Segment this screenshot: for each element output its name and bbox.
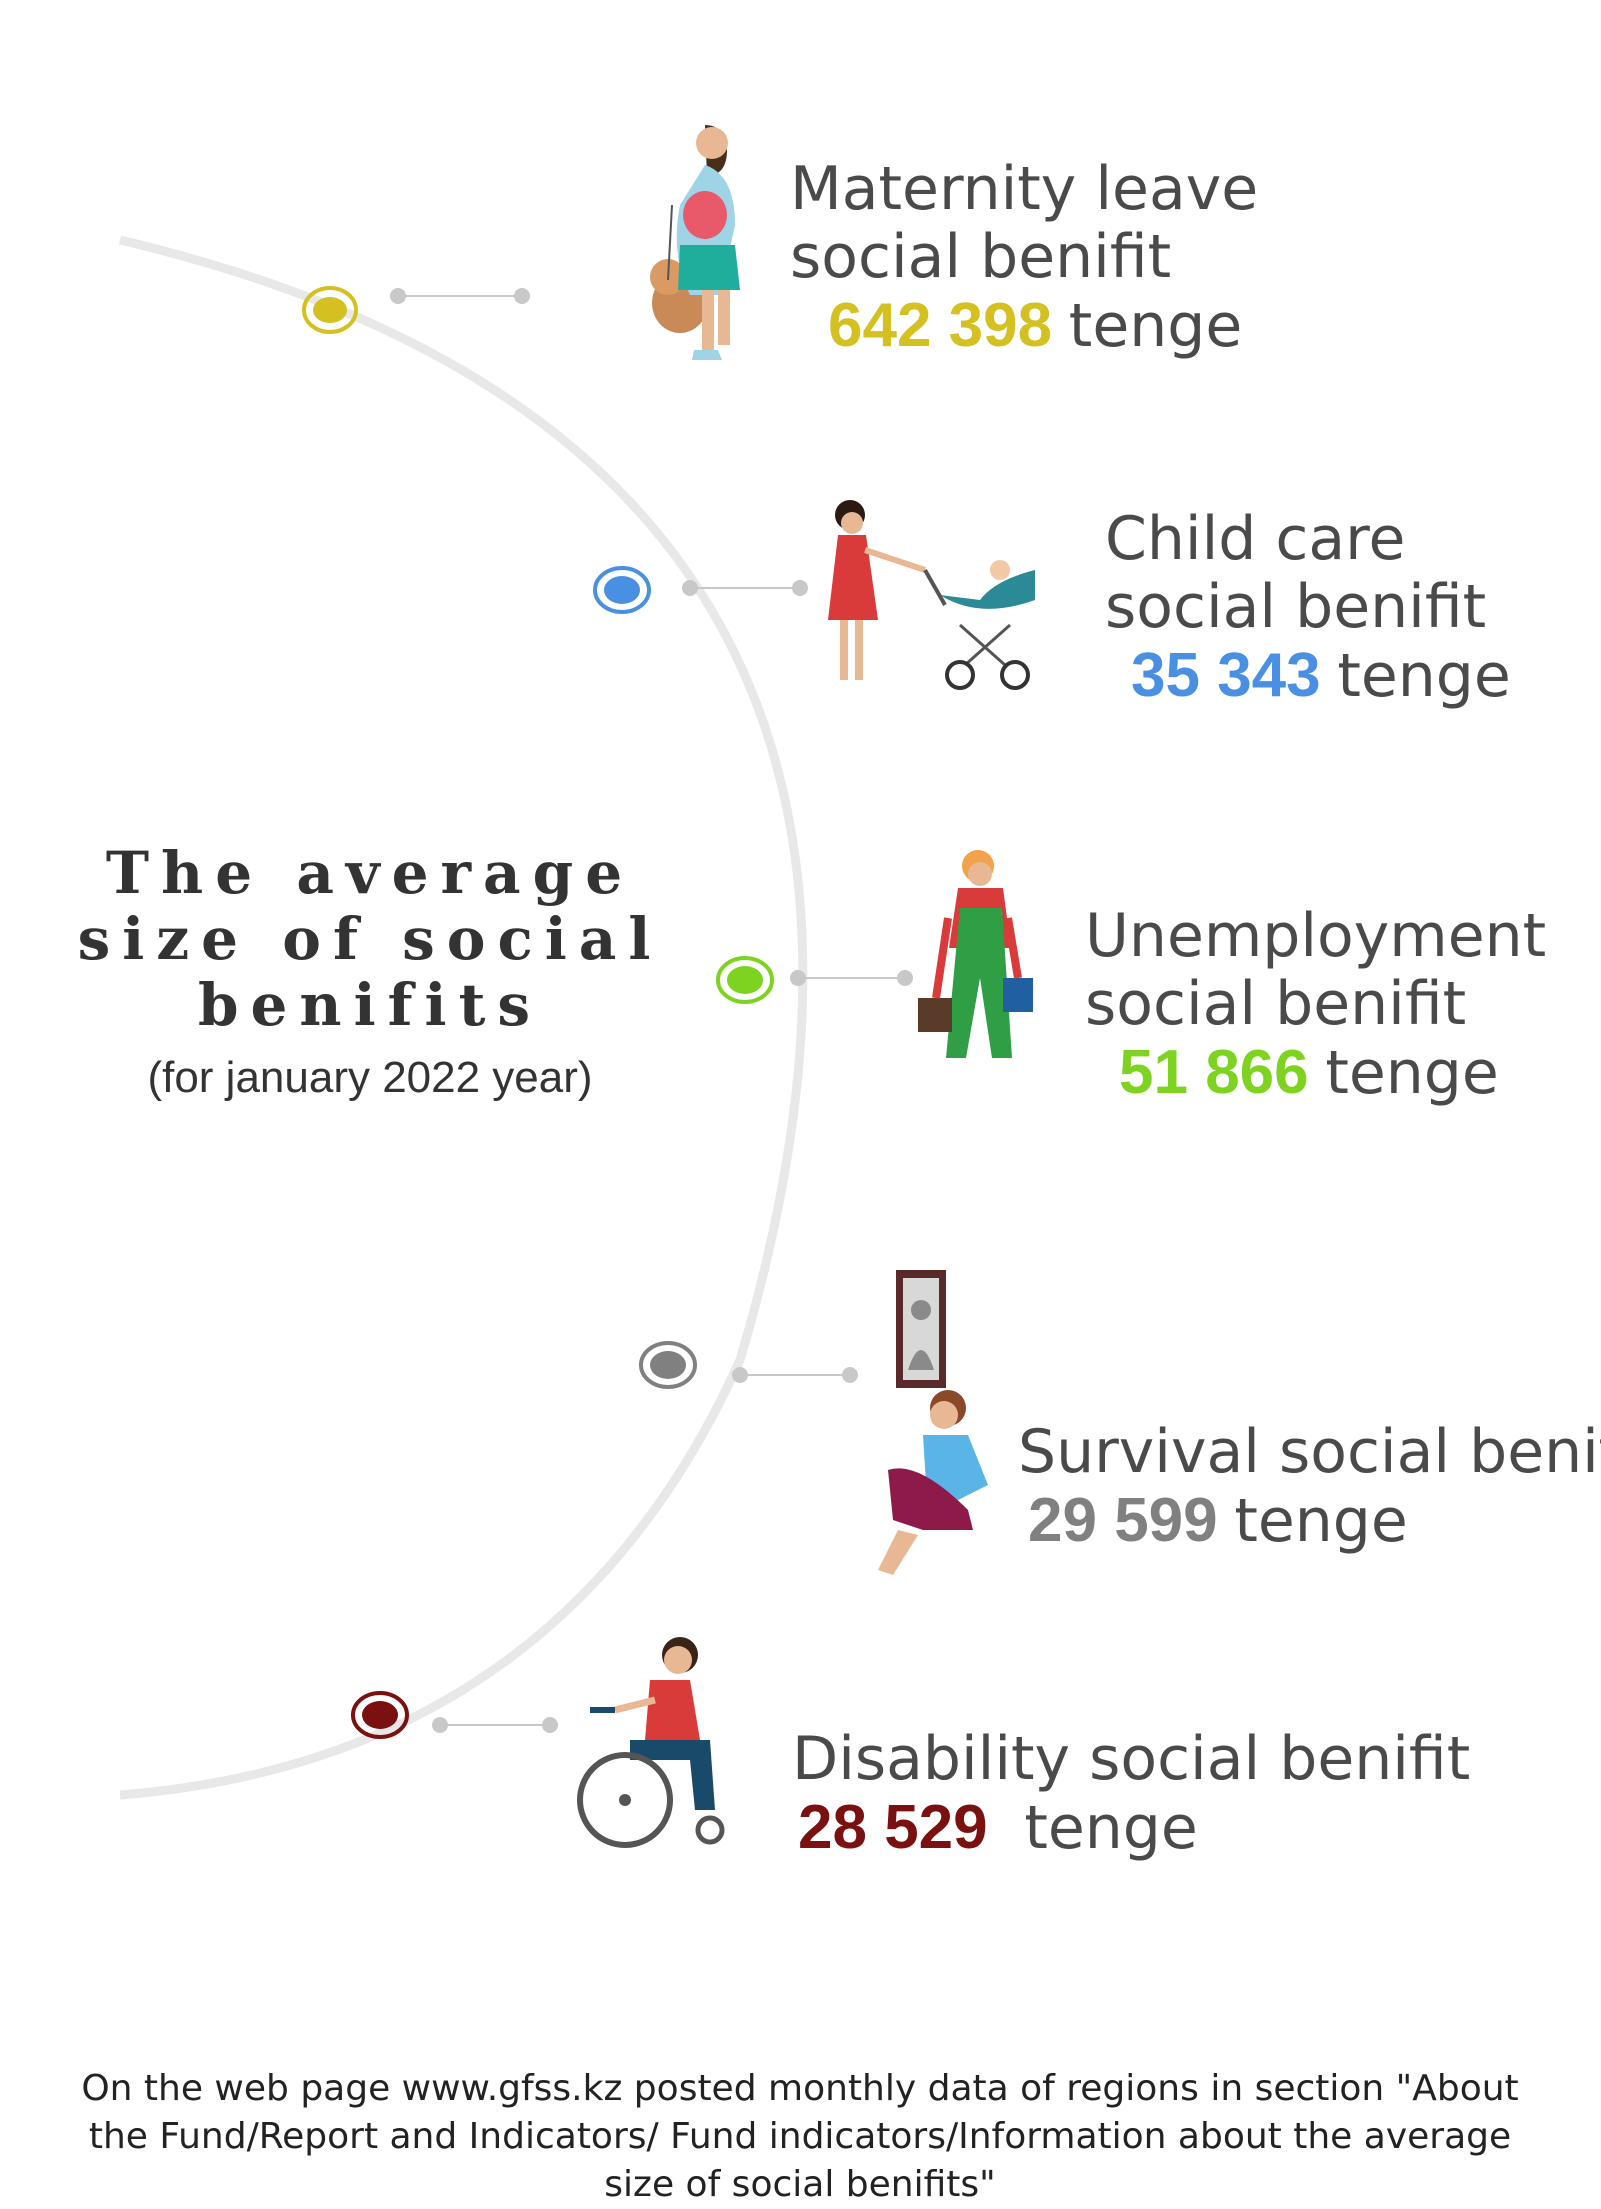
connector-maternity [390, 288, 530, 304]
benefit-label-line: Disability social benifit [792, 1724, 1471, 1794]
marker-unemployment [716, 956, 774, 1004]
benefit-unit: tenge [1068, 291, 1243, 361]
benefit-amount: 35 343 [1131, 641, 1321, 710]
pregnant-woman-with-dog-icon [650, 125, 740, 360]
benefit-child-care: Child care social benifit 35 343 tenge [1105, 505, 1511, 711]
connector-unemployment [790, 970, 913, 986]
title-line-3: benifits [197, 971, 543, 1039]
benefit-label-line: social benifit [1105, 572, 1487, 642]
benefit-amount: 29 599 [1028, 1486, 1218, 1555]
benefit-label-line: Survival social benifit [1018, 1417, 1601, 1487]
marker-survival [639, 1341, 697, 1389]
benefit-value: 51 866 tenge [1085, 1038, 1546, 1108]
title-line-1: The average [105, 839, 635, 907]
wheelchair-user-icon [577, 1637, 725, 1848]
benefit-label-line: social benifit [1085, 969, 1467, 1039]
benefit-label-line: social benifit [790, 222, 1172, 292]
benefit-amount: 28 529 [798, 1793, 988, 1862]
page-title: The average size of social benifits [60, 840, 680, 1038]
benefit-value: 29 599 tenge [1018, 1486, 1601, 1556]
benefit-label: Disability social benifit [792, 1725, 1470, 1793]
benefit-amount: 51 866 [1119, 1038, 1309, 1107]
connector-child-care [682, 580, 808, 596]
worker-with-buckets-icon [918, 850, 1033, 1058]
benefit-value: 642 398 tenge [790, 291, 1258, 361]
timeline-arc [118, 235, 808, 1800]
marker-disability [351, 1691, 409, 1739]
benefit-value: 35 343 tenge [1105, 641, 1511, 711]
page-subtitle: (for january 2022 year) [147, 1053, 593, 1102]
grieving-person-icon [878, 1270, 988, 1575]
benefit-label: Survival social benifit [1018, 1418, 1601, 1486]
benefit-label: Maternity leave social benifit [790, 155, 1258, 291]
benefit-label-line: Unemployment [1085, 901, 1547, 971]
benefit-unit: tenge [1337, 641, 1511, 711]
benefit-amount: 642 398 [828, 291, 1053, 360]
benefit-label: Unemployment social benifit [1085, 902, 1546, 1038]
benefit-unit: tenge [1325, 1038, 1499, 1108]
connector-disability [432, 1717, 558, 1733]
title-line-2: size of social [77, 905, 663, 973]
mother-with-stroller-icon [828, 500, 1035, 690]
connector-survival [732, 1367, 858, 1383]
source-note: On the web page www.gfss.kz posted month… [81, 2068, 1519, 2205]
benefit-maternity: Maternity leave social benifit 642 398 t… [790, 155, 1258, 361]
benefit-unit: tenge [1234, 1486, 1408, 1556]
marker-child-care [593, 566, 651, 614]
benefit-survival: Survival social benifit 29 599 tenge [1018, 1418, 1601, 1556]
benefit-label-line: Child care [1105, 504, 1406, 574]
benefit-value: 28 529 tenge [792, 1793, 1470, 1863]
benefit-label-line: Maternity leave [790, 154, 1259, 224]
benefit-unit: tenge [1024, 1793, 1198, 1863]
benefit-disability: Disability social benifit 28 529 tenge [792, 1725, 1470, 1863]
benefit-label: Child care social benifit [1105, 505, 1511, 641]
marker-maternity [302, 286, 358, 334]
benefit-unemployment: Unemployment social benifit 51 866 tenge [1085, 902, 1546, 1108]
